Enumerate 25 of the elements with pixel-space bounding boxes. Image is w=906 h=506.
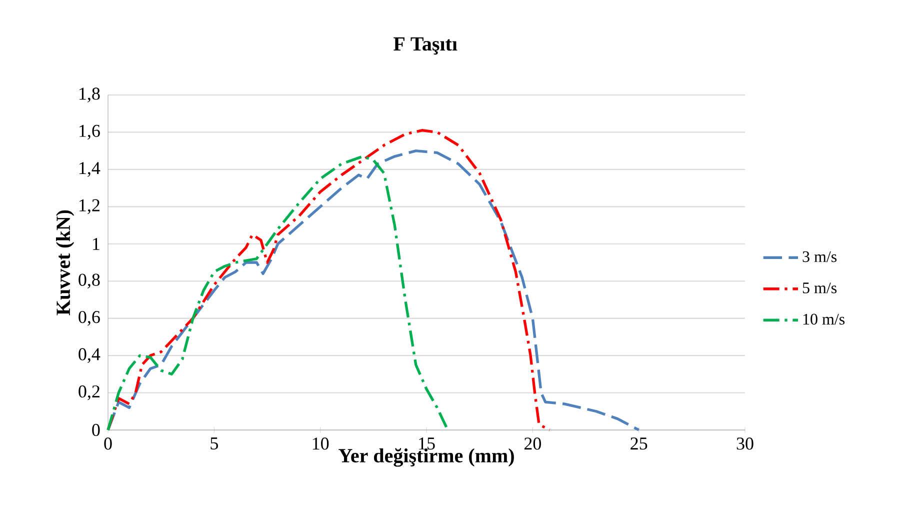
legend-label: 3 m/s xyxy=(802,251,837,262)
y-tick-label: 1,4 xyxy=(80,162,100,177)
x-tick-label: 5 xyxy=(210,438,218,450)
line-series xyxy=(106,149,640,432)
legend-label: 10 m/s xyxy=(803,314,845,325)
y-tick-label: 0,4 xyxy=(78,348,100,363)
y-tick-label: 0 xyxy=(92,424,100,436)
y-tick-label: 0,8 xyxy=(78,274,100,288)
x-tick-label: 10 xyxy=(312,438,329,450)
x-tick-label: 25 xyxy=(630,438,648,450)
y-tick-label: 1 xyxy=(93,238,100,250)
x-tick-label: 0 xyxy=(104,438,112,450)
x-axis-title: Yer değiştirme (mm) xyxy=(338,448,514,467)
y-tick-label: 1,6 xyxy=(80,124,100,140)
y-tick-label: 0,2 xyxy=(78,385,100,400)
y-tick-label: 0,6 xyxy=(78,310,100,326)
y-tick-label: 1,2 xyxy=(80,199,100,214)
x-tick-label: 20 xyxy=(524,438,541,450)
x-tick-label: 15 xyxy=(419,438,435,450)
x-tick-label: 30 xyxy=(736,438,754,450)
chart-title: F Taşıtı xyxy=(394,37,458,55)
y-axis-title: Kuvvet (kN) xyxy=(56,210,74,316)
y-tick-label: 1,8 xyxy=(80,88,100,102)
line-series xyxy=(106,155,450,432)
legend-label: 5 m/s xyxy=(802,282,837,294)
